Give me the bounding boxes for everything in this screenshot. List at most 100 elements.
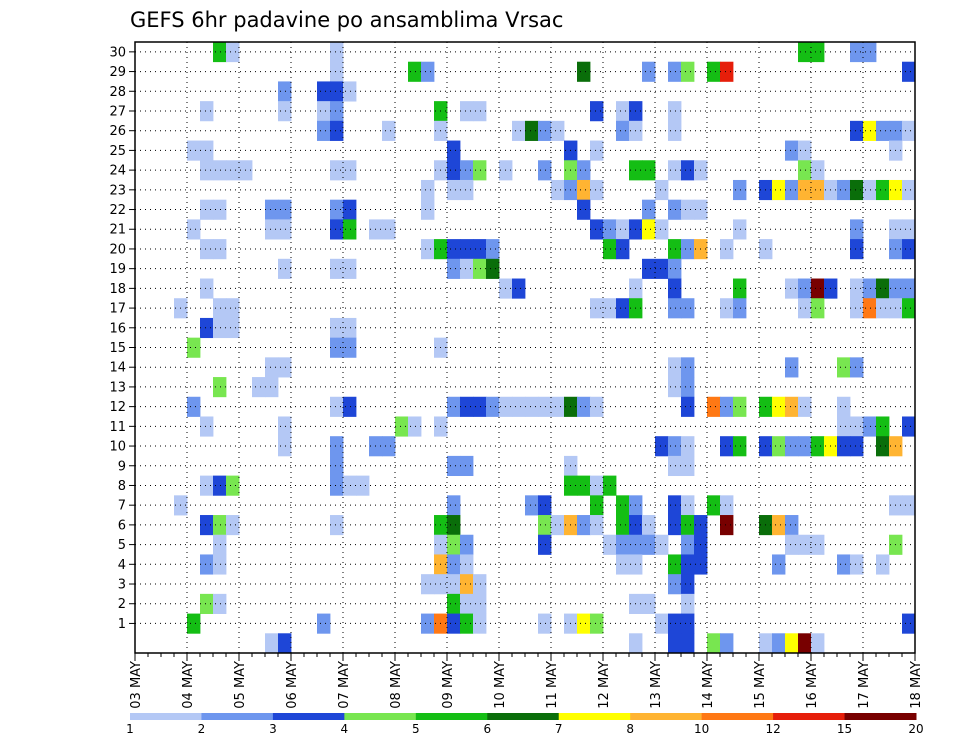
y-tick-label: 21 bbox=[109, 223, 126, 238]
heatmap-cell bbox=[213, 377, 227, 398]
heatmap-cell bbox=[330, 258, 344, 279]
legend-swatch bbox=[630, 713, 703, 720]
y-tick-label: 14 bbox=[109, 361, 126, 376]
legend-swatch bbox=[415, 713, 488, 720]
heatmap-cell bbox=[863, 416, 877, 437]
legend-label: 1 bbox=[126, 722, 134, 736]
heatmap-cell bbox=[421, 179, 435, 201]
x-tick-label: 14 MAY bbox=[701, 661, 716, 709]
heatmap-cell bbox=[603, 475, 617, 496]
heatmap-cell bbox=[681, 61, 695, 82]
y-tick-label: 2 bbox=[118, 597, 126, 612]
heatmap-cell bbox=[200, 101, 214, 122]
heatmap-cell bbox=[668, 633, 682, 654]
heatmap-cell bbox=[681, 613, 695, 634]
heatmap-cell bbox=[213, 593, 227, 614]
heatmap-cell bbox=[421, 613, 435, 634]
heatmap-cell bbox=[343, 317, 357, 339]
heatmap-cell bbox=[447, 140, 461, 161]
heatmap-cell bbox=[785, 534, 799, 555]
heatmap-cell bbox=[863, 42, 877, 63]
heatmap-cell bbox=[811, 436, 825, 457]
heatmap-cell bbox=[876, 436, 890, 457]
heatmap-cell bbox=[278, 199, 292, 220]
heatmap-cell bbox=[590, 219, 604, 240]
heatmap-cell bbox=[616, 298, 630, 319]
heatmap-cell bbox=[850, 278, 864, 299]
heatmap-cell bbox=[811, 278, 825, 299]
legend-swatch bbox=[130, 713, 202, 720]
y-tick-label: 8 bbox=[118, 479, 126, 494]
heatmap-cell bbox=[668, 298, 682, 319]
y-tick-label: 15 bbox=[109, 341, 126, 356]
heatmap-cell bbox=[460, 534, 474, 555]
heatmap-cell bbox=[213, 160, 227, 181]
heatmap-cell bbox=[603, 534, 617, 555]
heatmap-cell bbox=[447, 613, 461, 634]
y-tick-label: 28 bbox=[109, 85, 126, 100]
y-tick-label: 30 bbox=[109, 45, 126, 60]
heatmap-cell bbox=[382, 120, 396, 141]
heatmap-cell bbox=[616, 554, 630, 575]
heatmap-cell bbox=[265, 377, 279, 398]
heatmap-cell bbox=[538, 120, 552, 141]
heatmap-cell bbox=[850, 298, 864, 319]
heatmap-cell bbox=[798, 396, 812, 417]
heatmap-cell bbox=[213, 554, 227, 575]
heatmap-cell bbox=[811, 42, 825, 63]
heatmap-cell bbox=[837, 554, 851, 575]
heatmap-cell bbox=[330, 199, 344, 220]
y-tick-label: 3 bbox=[118, 578, 126, 593]
heatmap-cell bbox=[265, 357, 279, 378]
x-tick-label: 16 MAY bbox=[805, 661, 820, 709]
heatmap-cell bbox=[837, 416, 851, 437]
heatmap-cell bbox=[616, 515, 630, 536]
heatmap-cell bbox=[473, 396, 487, 417]
heatmap-cell bbox=[512, 396, 526, 417]
heatmap-cell bbox=[603, 298, 617, 319]
heatmap-cell bbox=[629, 633, 643, 654]
heatmap-cell bbox=[213, 298, 227, 319]
heatmap-cell bbox=[772, 396, 786, 417]
legend-swatch bbox=[701, 713, 774, 720]
heatmap-cell bbox=[863, 298, 877, 319]
heatmap-cell bbox=[525, 396, 539, 417]
heatmap-cell bbox=[447, 396, 461, 417]
heatmap-cell bbox=[330, 475, 344, 496]
heatmap-cell bbox=[668, 515, 682, 536]
heatmap-cell bbox=[187, 613, 201, 634]
heatmap-cell bbox=[876, 554, 890, 575]
heatmap-cell bbox=[278, 357, 292, 378]
heatmap-cell bbox=[720, 436, 734, 457]
heatmap-cell bbox=[213, 475, 227, 496]
y-tick-label: 11 bbox=[109, 420, 126, 435]
heatmap-cell bbox=[447, 258, 461, 279]
heatmap-cell bbox=[447, 239, 461, 260]
heatmap-cell bbox=[837, 396, 851, 417]
heatmap-cell bbox=[252, 377, 266, 398]
heatmap-cell bbox=[850, 239, 864, 260]
heatmap-cell bbox=[668, 377, 682, 398]
heatmap-cell bbox=[837, 436, 851, 457]
heatmap-cell bbox=[538, 515, 552, 536]
y-tick-label: 9 bbox=[118, 459, 126, 474]
legend-label: 3 bbox=[269, 722, 277, 736]
y-tick-label: 23 bbox=[109, 183, 126, 198]
heatmap-cell bbox=[902, 298, 916, 319]
heatmap-cell bbox=[590, 396, 604, 417]
heatmap-cell bbox=[200, 416, 214, 437]
heatmap-cell bbox=[733, 436, 747, 457]
heatmap-cell bbox=[538, 160, 552, 181]
heatmap-cell bbox=[356, 475, 370, 496]
heatmap-cell bbox=[187, 140, 201, 161]
heatmap-cell bbox=[707, 633, 721, 654]
heatmap-cell bbox=[668, 495, 682, 516]
heatmap-cell bbox=[447, 593, 461, 614]
heatmap-cell bbox=[616, 534, 630, 555]
heatmap-cell bbox=[278, 436, 292, 457]
heatmap-cell bbox=[395, 416, 409, 437]
heatmap-cell bbox=[551, 515, 565, 536]
chart-title: GEFS 6hr padavine po ansamblima Vrsac bbox=[130, 8, 563, 32]
heatmap-cell bbox=[902, 495, 916, 516]
heatmap-cell bbox=[681, 574, 695, 595]
